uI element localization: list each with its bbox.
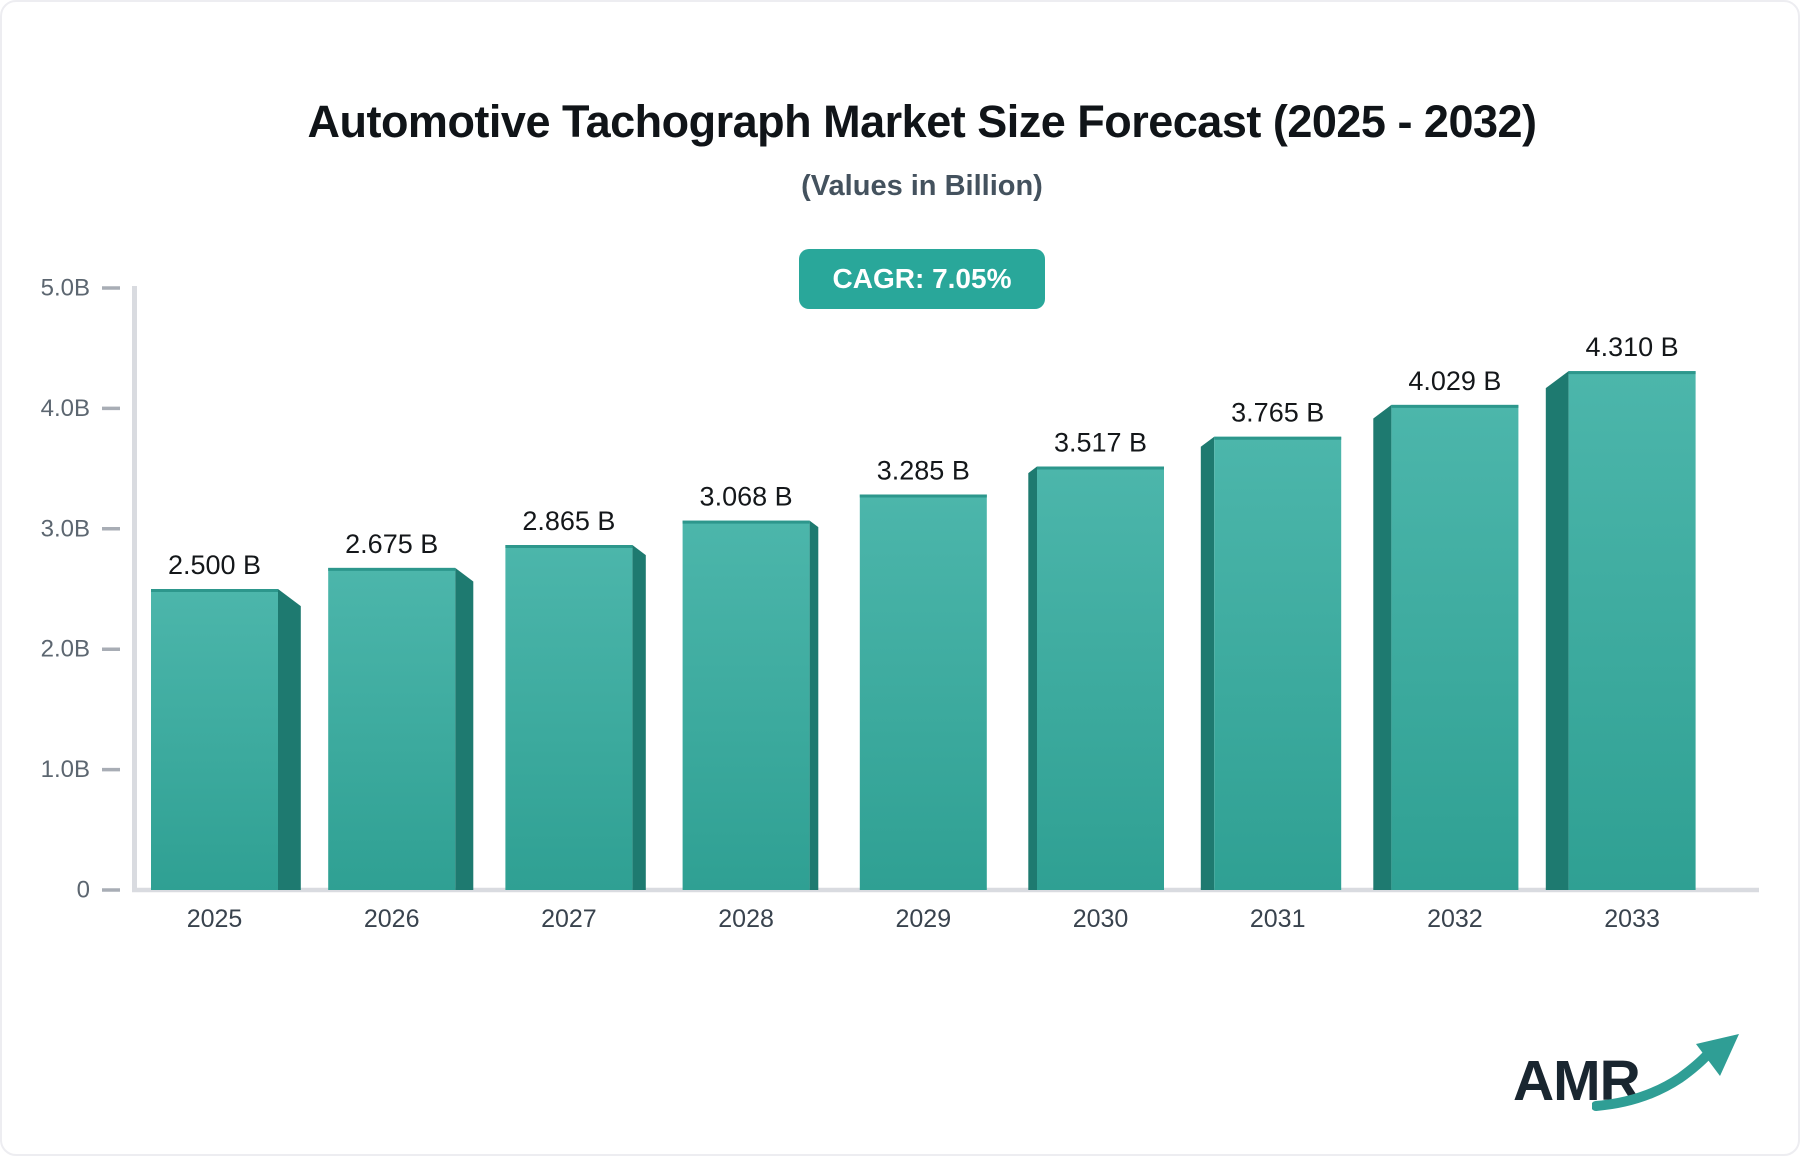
amr-logo: AMR bbox=[1513, 1028, 1743, 1118]
y-tick-label: 4.0B bbox=[41, 395, 90, 422]
bar bbox=[1214, 436, 1342, 890]
bar-value-label: 3.517 B bbox=[1054, 428, 1147, 458]
bar bbox=[859, 494, 987, 890]
bar bbox=[1568, 371, 1696, 890]
bar-value-label: 3.068 B bbox=[700, 482, 793, 512]
bar-value-label: 2.675 B bbox=[345, 529, 438, 559]
chart-title: Automotive Tachograph Market Size Foreca… bbox=[307, 96, 1537, 147]
x-axis-label: 2030 bbox=[1073, 905, 1129, 933]
bar-side-face bbox=[809, 520, 819, 890]
bar bbox=[505, 545, 633, 890]
chart-subtitle: (Values in Billion) bbox=[801, 170, 1043, 202]
x-axis-label: 2031 bbox=[1250, 905, 1306, 933]
y-tick-label: 1.0B bbox=[41, 756, 90, 783]
x-axis-label: 2032 bbox=[1427, 905, 1483, 933]
bar-side-face bbox=[632, 545, 646, 890]
x-axis-label: 2033 bbox=[1604, 905, 1660, 933]
bar-side-face bbox=[1200, 436, 1215, 890]
bar bbox=[328, 567, 456, 890]
bar bbox=[1037, 466, 1164, 890]
cagr-badge: CAGR: 7.05% bbox=[798, 249, 1046, 309]
x-axis-label: 2026 bbox=[364, 905, 420, 933]
x-axis-label: 2029 bbox=[895, 905, 951, 933]
y-tick-label: 3.0B bbox=[41, 515, 90, 542]
x-axis-label: 2028 bbox=[718, 905, 774, 933]
bar bbox=[1391, 404, 1519, 890]
bar-side-face bbox=[1028, 466, 1037, 890]
chart-header: Automotive Tachograph Market Size Foreca… bbox=[46, 96, 1798, 309]
bar-value-label: 2.865 B bbox=[522, 506, 615, 536]
bar-side-face bbox=[1545, 371, 1569, 890]
growth-arrow-icon bbox=[1592, 1034, 1739, 1111]
bar-side-face bbox=[278, 589, 301, 890]
bar bbox=[151, 589, 278, 890]
y-tick-label: 2.0B bbox=[41, 636, 90, 663]
bar-value-label: 3.285 B bbox=[877, 455, 970, 485]
y-tick-label: 5.0B bbox=[41, 275, 90, 302]
bar-value-label: 4.029 B bbox=[1408, 366, 1501, 396]
bar-value-label: 3.765 B bbox=[1231, 398, 1324, 428]
bar-side-face bbox=[1373, 404, 1392, 890]
x-axis-label: 2027 bbox=[541, 905, 597, 933]
bar-side-face bbox=[455, 567, 474, 890]
x-axis-label: 2025 bbox=[187, 905, 243, 933]
bar-value-label: 4.310 B bbox=[1586, 332, 1679, 362]
bar-value-label: 2.500 B bbox=[168, 550, 261, 580]
bar bbox=[682, 520, 810, 890]
y-tick-label: 0 bbox=[77, 877, 90, 904]
